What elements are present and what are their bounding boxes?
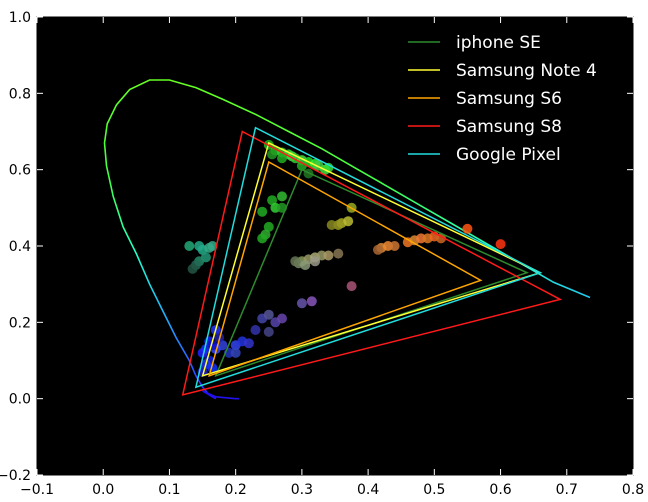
gamut-triangle-google-pixel [194, 126, 543, 389]
x-tick-label: 0.8 [622, 482, 644, 498]
y-tick-label: −0.2 [0, 468, 31, 484]
x-tick-label: 0.2 [225, 482, 247, 498]
spectral-locus-tail [202, 390, 239, 400]
legend-label: Samsung S6 [456, 89, 562, 109]
data-point [389, 241, 400, 251]
data-point [323, 250, 334, 261]
data-point [373, 244, 383, 255]
y-tick-label: 0.6 [9, 163, 31, 179]
plot-layer [103, 79, 591, 400]
data-point [277, 313, 287, 324]
x-tick-label: 0.7 [556, 482, 578, 498]
data-point [495, 239, 506, 250]
axis-layer: −0.1 0.0 0.1 0.2 0.3 0.4 0.5 0.6 0.7 0.8 −0.2 0.0 0.… [0, 10, 644, 498]
gamut-triangle-samsung-s6 [208, 160, 483, 377]
x-tick-label: −0.1 [20, 482, 54, 498]
plot-area [37, 17, 633, 475]
data-point [217, 340, 228, 351]
data-point [257, 233, 268, 244]
data-point [267, 195, 278, 206]
x-tick-label: 0.6 [489, 482, 511, 498]
y-tick-label: 1.0 [9, 10, 31, 26]
x-tick-label: 0.1 [158, 482, 180, 498]
y-tick-label: 0.4 [9, 239, 31, 255]
x-tick-label: 0.5 [423, 482, 445, 498]
data-point [230, 347, 241, 358]
x-tick-label: 0.0 [92, 482, 114, 498]
data-point [263, 326, 274, 337]
data-point [184, 241, 195, 251]
data-point [462, 223, 473, 234]
data-point [346, 281, 357, 292]
data-point [277, 191, 287, 202]
data-point [290, 256, 301, 267]
data-point [187, 263, 198, 274]
data-point [300, 260, 311, 271]
data-point [310, 256, 321, 267]
data-point [257, 206, 268, 217]
data-point [296, 160, 307, 171]
data-point [207, 241, 218, 251]
legend: iphone SE Samsung Note 4 Samsung S6 Samsung… [408, 33, 597, 165]
y-tick-label: 0.2 [9, 315, 31, 331]
legend-label: Samsung S8 [456, 117, 562, 137]
legend-label: iphone SE [456, 33, 541, 53]
data-point [306, 296, 317, 307]
data-point [263, 309, 274, 320]
data-point [296, 298, 307, 309]
x-tick-label: 0.3 [291, 482, 313, 498]
gamut-triangle-samsung-note-4 [201, 141, 543, 377]
x-tick-label: 0.4 [357, 482, 379, 498]
data-point [343, 216, 354, 227]
y-tick-label: 0.0 [9, 392, 31, 408]
data-point [326, 220, 337, 230]
data-point [277, 153, 287, 164]
legend-label: Google Pixel [456, 145, 561, 165]
y-tick-label: 0.8 [9, 86, 31, 102]
legend-label: Samsung Note 4 [456, 61, 597, 81]
gamut-triangle-samsung-s8 [181, 130, 563, 396]
data-point [243, 338, 254, 349]
data-point [333, 248, 344, 259]
spectral-locus [103, 79, 591, 400]
data-point [267, 149, 278, 160]
data-point [263, 221, 274, 232]
data-point [250, 325, 261, 335]
